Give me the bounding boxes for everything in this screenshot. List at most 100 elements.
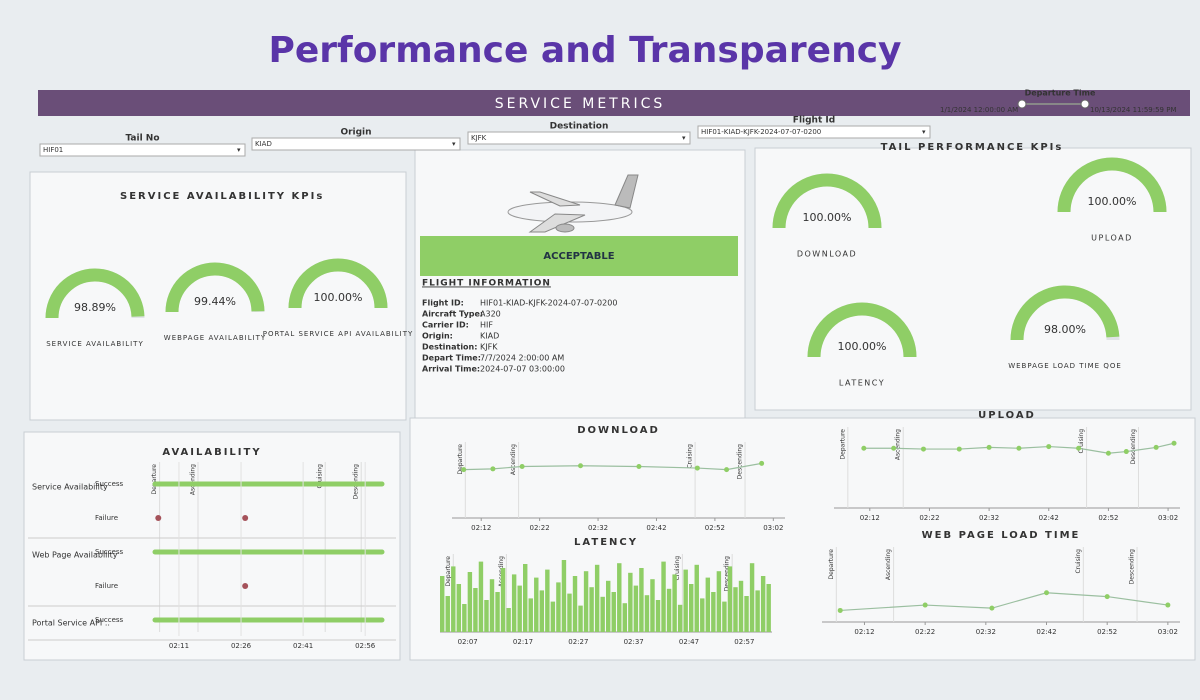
field-value: KIAD — [480, 332, 499, 341]
phase-label: Ascending — [895, 429, 902, 460]
bar — [700, 598, 705, 632]
filter-value: KIAD — [255, 140, 272, 148]
tail-kpi-panel — [754, 147, 1192, 411]
x-tick-label: 02:27 — [568, 638, 588, 646]
point — [986, 444, 992, 450]
phase-label: Cruising — [687, 444, 694, 469]
x-tick-label: 02:52 — [1097, 628, 1117, 636]
bar — [517, 585, 522, 632]
x-tick-label: 03:02 — [1158, 628, 1178, 636]
gauge-label: 98.00% — [1044, 323, 1086, 336]
bar — [661, 561, 666, 632]
x-tick-label: 02:22 — [530, 524, 550, 532]
x-tick-label: 02:56 — [355, 642, 376, 650]
x-tick-label: 02:41 — [293, 642, 313, 650]
bar — [738, 580, 744, 632]
phase-label: Ascending — [885, 549, 892, 580]
failure-dot — [155, 515, 162, 521]
bar — [606, 580, 611, 632]
phase-label: Descending — [1129, 549, 1136, 585]
line — [840, 592, 1168, 612]
field-label: Aircraft Type: — [422, 310, 483, 319]
bar — [716, 571, 722, 632]
bar — [760, 576, 766, 632]
point — [1105, 450, 1111, 456]
bar — [500, 568, 506, 632]
x-tick-label: 02:52 — [1098, 514, 1118, 522]
point — [461, 467, 467, 473]
bar — [561, 560, 567, 632]
bar — [672, 574, 677, 632]
slider-handle[interactable] — [1017, 99, 1027, 109]
gauge-value — [165, 262, 265, 313]
bar — [744, 596, 749, 632]
gauge-name: LATENCY — [839, 379, 885, 388]
chart-title: UPLOAD — [978, 410, 1036, 421]
dropdown-arrow: ▾ — [237, 146, 241, 154]
point — [578, 463, 584, 469]
dropdown-arrow: ▾ — [682, 134, 686, 142]
filter-box[interactable] — [467, 131, 691, 145]
x-tick-label: 03:02 — [1158, 514, 1178, 522]
row-name: Service Availability — [32, 483, 108, 492]
filter-box[interactable] — [251, 137, 461, 151]
x-tick-label: 03:02 — [763, 524, 783, 532]
banner — [38, 90, 1190, 116]
bar — [689, 584, 694, 632]
x-tick-label: 02:07 — [458, 638, 478, 646]
gauge-label: 100.00% — [314, 291, 363, 304]
point — [1046, 444, 1052, 450]
field-value: 2024-07-07 03:00:00 — [480, 365, 565, 374]
gauge-label: 98.89% — [74, 301, 116, 314]
chart-title: DOWNLOAD — [577, 425, 660, 436]
slider-handle[interactable] — [1080, 99, 1090, 109]
bar — [534, 577, 539, 632]
x-tick-label: 02:42 — [1039, 514, 1059, 522]
x-tick-label: 02:32 — [588, 524, 608, 532]
status-badge — [420, 236, 738, 276]
phase-label: Cruising — [1075, 549, 1082, 574]
x-tick-label: 02:26 — [231, 642, 252, 650]
bar — [462, 604, 467, 632]
bar — [473, 588, 478, 632]
phase-label: Departure — [151, 464, 158, 495]
bar — [633, 585, 639, 632]
bar — [567, 593, 572, 632]
field-label: Origin: — [422, 332, 453, 341]
field-label: Destination: — [422, 343, 477, 352]
bar — [445, 596, 450, 632]
point — [920, 446, 926, 452]
filter-box[interactable] — [39, 143, 246, 157]
service-kpi-title: SERVICE AVAILABILITY KPIs — [120, 191, 324, 202]
filter-label: Destination — [550, 122, 609, 132]
gauge-label: 100.00% — [803, 211, 852, 224]
point — [636, 464, 642, 470]
gauge-value — [1010, 285, 1120, 341]
line — [863, 442, 1175, 454]
point — [891, 445, 897, 451]
gauge-label: 100.00% — [838, 340, 887, 353]
failure-dot — [242, 515, 249, 521]
gauge-value — [288, 258, 388, 309]
x-tick-label: 02:22 — [919, 514, 939, 522]
field-label: Arrival Time: — [422, 365, 480, 374]
bar — [694, 564, 699, 632]
x-tick-label: 02:12 — [471, 524, 491, 532]
bar — [650, 579, 655, 632]
phase-label: Descending — [724, 556, 731, 592]
bar — [511, 574, 517, 632]
bar — [666, 588, 672, 632]
point — [837, 607, 843, 613]
filter-box[interactable] — [697, 125, 931, 139]
bar — [755, 590, 760, 632]
x-tick-label: 02:57 — [734, 638, 754, 646]
bar — [639, 568, 644, 632]
gauge-value — [807, 302, 917, 358]
point — [694, 465, 700, 471]
bar — [467, 572, 473, 632]
field-value: HIF01-KIAD-KJFK-2024-07-07-0200 — [480, 299, 617, 308]
point — [1123, 449, 1129, 455]
filter-label: Tail No — [125, 134, 159, 144]
gauge-label: 100.00% — [1088, 195, 1137, 208]
